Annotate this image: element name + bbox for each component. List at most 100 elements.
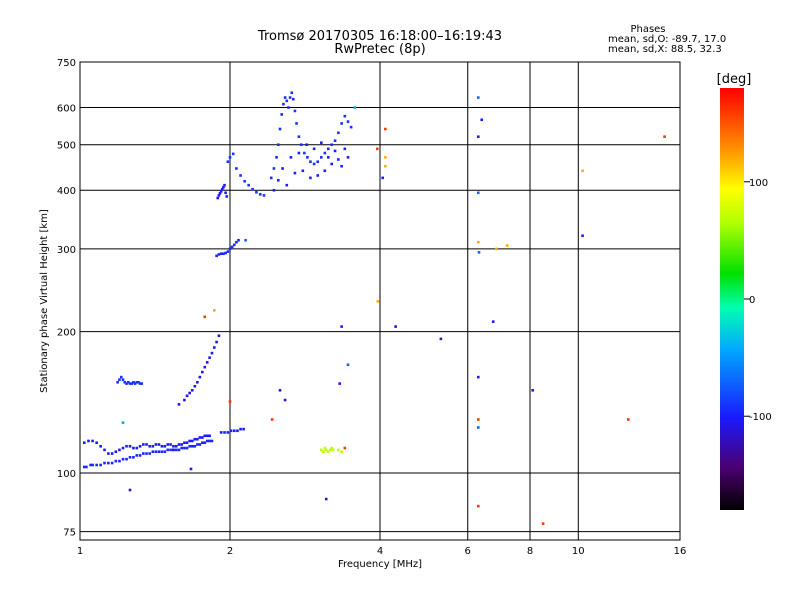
data-point — [196, 380, 199, 384]
data-point — [107, 461, 110, 465]
data-point — [110, 461, 114, 465]
data-point — [157, 443, 161, 446]
data-point — [220, 187, 224, 191]
data-point — [343, 446, 347, 450]
data-point — [239, 174, 242, 177]
data-point — [119, 375, 123, 379]
data-point — [278, 388, 282, 392]
data-point — [132, 380, 135, 384]
data-point — [107, 452, 110, 455]
data-point — [384, 156, 387, 159]
data-point — [531, 388, 534, 392]
data-point — [375, 147, 379, 151]
data-point — [169, 448, 172, 452]
data-point — [323, 446, 327, 450]
data-point — [439, 337, 443, 341]
data-point — [320, 141, 323, 144]
data-point — [343, 147, 347, 151]
data-point — [290, 91, 294, 95]
data-point — [297, 151, 301, 155]
data-point — [303, 151, 306, 155]
x-tick-label: 4 — [377, 546, 383, 557]
data-point — [174, 448, 178, 452]
data-point — [85, 465, 88, 469]
data-point — [217, 334, 221, 338]
data-point — [177, 443, 181, 446]
data-point — [128, 444, 132, 448]
data-point — [205, 439, 209, 443]
y-tick-label: 750 — [57, 58, 76, 69]
data-point — [477, 251, 481, 254]
data-point — [251, 187, 254, 191]
data-point — [323, 151, 327, 155]
colorbar — [720, 88, 744, 510]
data-point — [330, 143, 334, 147]
data-point — [193, 384, 197, 388]
data-point — [327, 450, 330, 454]
data-point — [337, 131, 340, 135]
data-point — [477, 375, 480, 379]
data-point — [477, 240, 480, 244]
data-point — [337, 448, 340, 452]
data-point — [198, 443, 202, 446]
x-tick-label: 8 — [527, 546, 533, 557]
data-point — [477, 135, 480, 139]
data-point — [99, 463, 102, 467]
data-point — [293, 109, 297, 113]
data-point — [177, 403, 181, 406]
data-point — [312, 147, 316, 151]
data-point — [185, 441, 189, 445]
data-point — [333, 139, 337, 142]
data-point — [137, 380, 140, 384]
data-point — [166, 448, 170, 452]
data-point — [95, 441, 98, 445]
data-point — [219, 431, 223, 434]
data-point — [198, 436, 202, 439]
data-point — [118, 448, 121, 452]
x-tick-label: 1 — [77, 546, 83, 557]
y-tick-label: 200 — [57, 328, 76, 339]
data-point — [190, 388, 194, 392]
data-point — [140, 382, 144, 385]
data-point — [228, 400, 232, 403]
y-tick-label: 400 — [57, 186, 76, 197]
data-point — [213, 346, 216, 349]
data-point — [394, 325, 397, 328]
data-point — [292, 97, 295, 101]
data-point — [118, 378, 121, 381]
data-point — [237, 238, 240, 242]
data-point — [160, 450, 164, 454]
data-point — [295, 122, 298, 125]
x-tick-label: 10 — [572, 546, 585, 557]
data-point — [210, 439, 214, 443]
data-point — [103, 461, 106, 465]
data-point — [226, 160, 230, 164]
data-point — [324, 497, 328, 501]
data-point — [346, 363, 350, 367]
data-point — [228, 156, 232, 159]
y-tick-label: 600 — [57, 104, 76, 115]
data-point — [154, 443, 158, 446]
data-point — [312, 162, 316, 166]
data-point — [219, 189, 223, 193]
data-point — [213, 309, 216, 312]
data-point — [495, 247, 498, 251]
data-point — [148, 444, 151, 448]
data-point — [288, 96, 292, 99]
data-point — [142, 452, 145, 455]
data-point — [203, 365, 207, 369]
data-point — [247, 183, 250, 187]
data-point — [208, 434, 211, 438]
x-tick-labels: 1 2 4 6 8 10 16 — [77, 546, 687, 557]
data-point — [110, 452, 114, 455]
data-point — [180, 443, 184, 446]
data-point — [239, 427, 242, 431]
data-point — [198, 375, 202, 379]
data-point — [154, 450, 158, 454]
data-point — [215, 254, 218, 258]
data-point — [376, 300, 380, 303]
data-point — [663, 135, 666, 139]
data-point — [190, 439, 194, 443]
data-point — [174, 444, 178, 448]
data-point — [132, 446, 135, 450]
